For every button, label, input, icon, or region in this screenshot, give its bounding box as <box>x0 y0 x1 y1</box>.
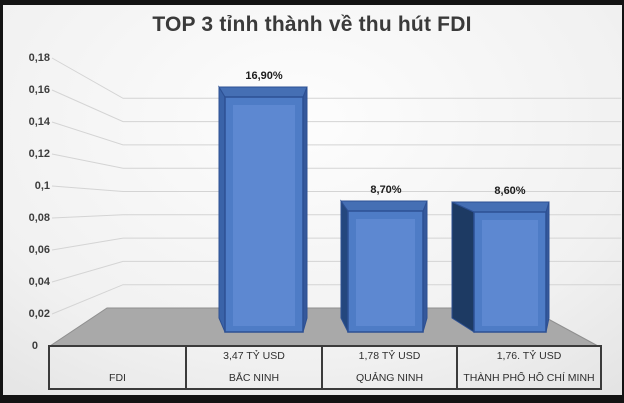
gridlines <box>51 57 621 315</box>
y-axis-tick-label: 0,12 <box>28 148 50 160</box>
y-axis-zero-label: 0 <box>31 340 38 352</box>
table-cell-label: FDI <box>109 372 126 384</box>
y-axis-tick-label: 0,14 <box>28 116 50 128</box>
slide-border-right <box>622 0 624 403</box>
slide-border-top <box>0 0 624 5</box>
chart-title: TOP 3 tỉnh thành về thu hút FDI <box>152 13 472 36</box>
bar-value-label: 8,70% <box>370 184 402 196</box>
gridline <box>51 89 621 123</box>
bar-value-label: 8,60% <box>494 185 526 197</box>
table-column-bac-ninh: 3,47 TỶ USD BẮC NINH <box>187 347 323 388</box>
slide-border-bottom <box>0 395 624 403</box>
table-cell-label: BẮC NINH <box>228 372 280 384</box>
y-axis-tick-label: 0,08 <box>28 212 50 224</box>
table-column-series: FDI <box>50 347 187 388</box>
y-axis-tick-label: 0,1 <box>34 180 50 192</box>
table-cell-label: THÀNH PHỐ HỒ CHÍ MINH <box>463 372 595 384</box>
y-axis-tick-label: 0,06 <box>28 244 50 256</box>
y-axis-tick-label: 0,02 <box>28 308 50 320</box>
gridline <box>51 185 621 192</box>
y-axis-tick-label: 0,18 <box>28 52 50 64</box>
table-cell-value: 1,78 TỶ USD <box>358 350 421 362</box>
table-cell-value: 3,47 TỶ USD <box>223 350 285 362</box>
bar-0 <box>218 85 308 333</box>
bar-value-label: 16,90% <box>245 70 283 82</box>
slide-border-left <box>0 0 3 403</box>
table-cell-label: QUẢNG NINH <box>355 372 424 384</box>
table-column-quang-ninh: 1,78 TỶ USD QUẢNG NINH <box>323 347 458 388</box>
table-cell-value: 1,76. TỶ USD <box>496 350 562 362</box>
table-column-hcmc: 1,76. TỶ USD THÀNH PHỐ HỒ CHÍ MINH <box>458 347 600 388</box>
gridline <box>51 153 621 169</box>
y-axis-tick-label: 0,04 <box>28 276 50 288</box>
bars <box>218 85 550 333</box>
bar-1 <box>340 199 428 333</box>
gridline <box>51 121 621 146</box>
y-axis-tick-label: 0,16 <box>28 84 50 96</box>
gridline <box>51 57 621 99</box>
bar-2 <box>451 201 550 333</box>
data-table: FDI 3,47 TỶ USD BẮC NINH 1,78 TỶ USD QUẢ… <box>48 345 602 390</box>
